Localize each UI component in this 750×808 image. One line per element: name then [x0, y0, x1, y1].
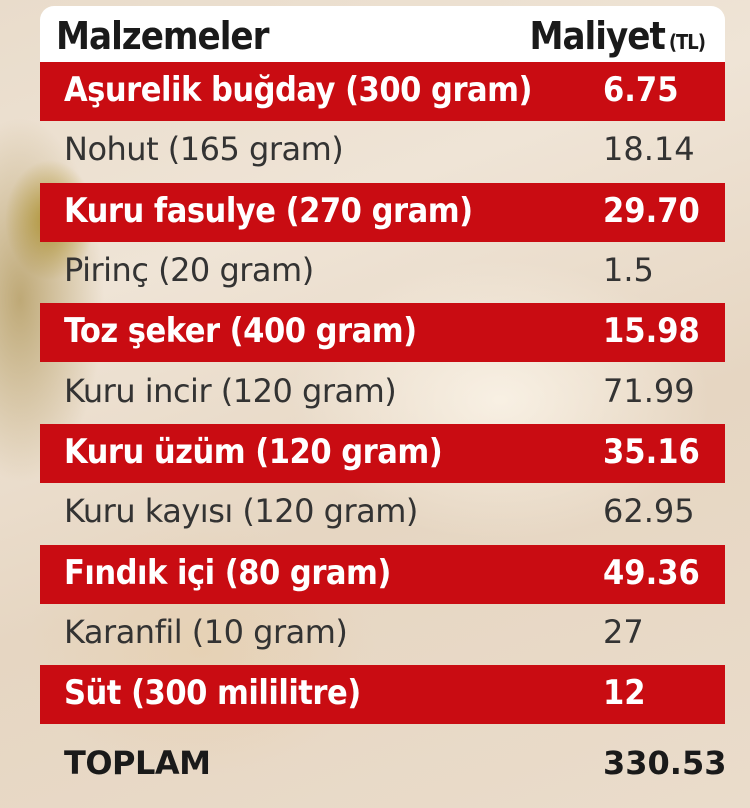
ingredient-cost: 29.70 — [603, 191, 700, 231]
ingredient-cost: 35.16 — [603, 432, 700, 472]
table-row: Fındık içi (80 gram) 49.36 — [40, 545, 725, 604]
ingredient-name: Kuru üzüm (120 gram) — [64, 432, 443, 472]
total-label: TOPLAM — [64, 744, 211, 782]
ingredient-name: Toz şeker (400 gram) — [64, 311, 417, 351]
table-row: Kuru üzüm (120 gram) 35.16 — [40, 424, 725, 483]
ingredient-cost: 27 — [603, 613, 644, 651]
ingredient-name: Kuru fasulye (270 gram) — [64, 191, 473, 231]
ingredient-cost: 12 — [603, 673, 646, 713]
table-row: Karanfil (10 gram) 27 — [40, 605, 725, 664]
ingredient-cost: 15.98 — [603, 311, 700, 351]
cost-heading-label: Maliyet — [529, 14, 665, 58]
ingredient-cost: 6.75 — [603, 70, 679, 110]
table-header: Malzemeler Maliyet (TL) — [40, 6, 725, 62]
total-cost: 330.53 — [603, 744, 727, 782]
ingredient-name: Kuru kayısı (120 gram) — [64, 492, 418, 530]
ingredient-name: Nohut (165 gram) — [64, 130, 344, 168]
ingredient-cost: 62.95 — [603, 492, 695, 530]
total-row: TOPLAM 330.53 — [40, 736, 727, 795]
table-row: Nohut (165 gram) 18.14 — [40, 122, 725, 181]
ingredients-heading: Malzemeler — [56, 14, 269, 58]
ingredient-name: Aşurelik buğday (300 gram) — [64, 70, 533, 110]
table-row: Kuru kayısı (120 gram) 62.95 — [40, 484, 725, 543]
table-row: Süt (300 mililitre) 12 — [40, 665, 725, 724]
ingredient-cost: 18.14 — [603, 130, 695, 168]
cost-heading: Maliyet (TL) — [529, 14, 706, 58]
table-row: Aşurelik buğday (300 gram) 6.75 — [40, 62, 725, 121]
ingredient-name: Fındık içi (80 gram) — [64, 553, 391, 593]
table-row: Pirinç (20 gram) 1.5 — [40, 243, 725, 302]
ingredient-cost: 1.5 — [603, 251, 654, 289]
ingredient-name: Pirinç (20 gram) — [64, 251, 314, 289]
table-row: Kuru fasulye (270 gram) 29.70 — [40, 183, 725, 242]
cost-unit: (TL) — [668, 30, 706, 54]
ingredient-name: Karanfil (10 gram) — [64, 613, 348, 651]
ingredient-cost: 49.36 — [603, 553, 700, 593]
table-row: Kuru incir (120 gram) 71.99 — [40, 364, 725, 423]
ingredient-name: Süt (300 mililitre) — [64, 673, 361, 713]
ingredient-name: Kuru incir (120 gram) — [64, 372, 397, 410]
ingredient-cost: 71.99 — [603, 372, 695, 410]
table-row: Toz şeker (400 gram) 15.98 — [40, 303, 725, 362]
